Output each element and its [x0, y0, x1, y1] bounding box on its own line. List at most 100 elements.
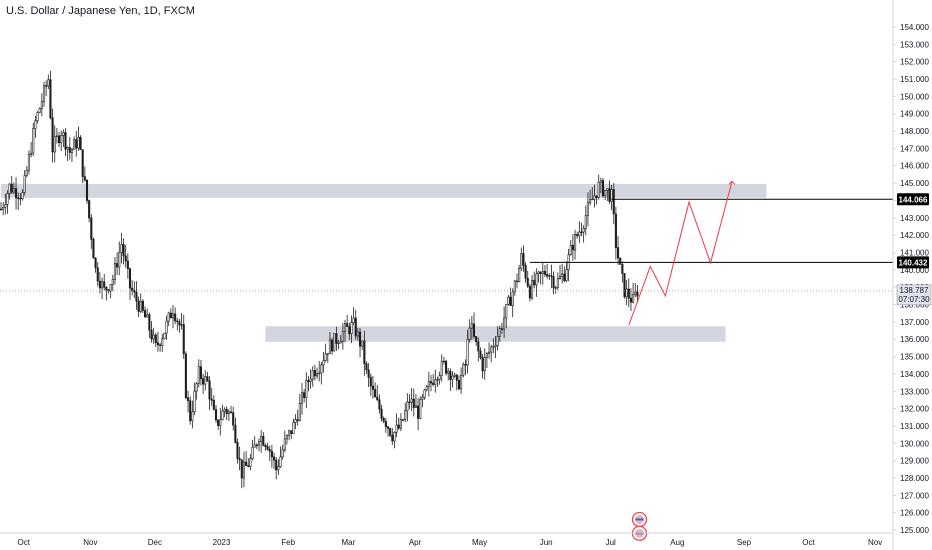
projection-path[interactable] — [628, 181, 733, 326]
projection-layer — [628, 180, 736, 326]
candle — [412, 388, 415, 417]
candle — [217, 419, 220, 430]
y-tick-label: 148.000 — [900, 127, 929, 136]
candle — [599, 177, 602, 194]
candle — [187, 390, 190, 413]
candle — [393, 431, 396, 449]
candle — [438, 371, 441, 385]
candle — [62, 129, 65, 148]
candle — [6, 190, 9, 214]
candle — [397, 417, 400, 430]
candle — [479, 347, 482, 360]
candle — [182, 314, 185, 359]
candle — [197, 359, 200, 388]
candle — [503, 306, 506, 339]
candle — [184, 351, 187, 400]
y-tick-label: 145.000 — [900, 179, 929, 188]
candle — [53, 125, 56, 163]
candle — [586, 192, 590, 227]
candle — [399, 413, 402, 432]
candle — [363, 330, 366, 376]
candle — [19, 193, 22, 206]
candle — [464, 359, 467, 375]
candle — [174, 307, 177, 325]
candle — [92, 237, 95, 259]
candle — [404, 402, 407, 423]
candle — [264, 443, 267, 451]
candle — [354, 309, 357, 340]
candle — [249, 454, 252, 471]
svg-text:138.787: 138.787 — [900, 286, 929, 295]
candle — [152, 327, 155, 344]
candle — [533, 271, 536, 289]
y-tick-label: 128.000 — [900, 474, 929, 483]
candle — [408, 393, 411, 410]
candle — [371, 375, 375, 399]
candle — [144, 306, 147, 318]
candle — [442, 356, 445, 365]
x-axis[interactable]: Oct Nov Dec 2023 Feb Mar Apr May Jun Jul Aug Sep Oct… — [18, 538, 883, 547]
us-event-badge-icon[interactable] — [631, 511, 648, 528]
candle — [318, 361, 321, 382]
x-tick-label: Oct — [18, 538, 31, 547]
x-tick-label: Aug — [670, 538, 684, 547]
candle — [230, 405, 233, 414]
candle — [322, 351, 325, 373]
candle — [475, 336, 478, 346]
candle — [148, 312, 151, 339]
candle — [434, 369, 437, 393]
y-tick-label: 152.000 — [900, 58, 929, 67]
candle — [40, 93, 43, 117]
candle — [498, 325, 501, 342]
y-tick-label: 149.000 — [900, 110, 929, 119]
candle — [232, 406, 235, 431]
candle — [240, 459, 243, 489]
candle — [36, 110, 39, 124]
candle — [255, 443, 258, 450]
candle — [165, 315, 168, 340]
candle — [313, 364, 316, 381]
candle — [85, 179, 89, 204]
candle — [12, 182, 15, 195]
candle — [146, 308, 149, 318]
candle — [120, 232, 123, 264]
candle — [530, 275, 534, 301]
candle — [378, 394, 381, 414]
y-axis[interactable]: 125.000 126.000 127.000 128.000 129.000 130.0… — [893, 23, 929, 535]
candle — [601, 177, 605, 198]
candle — [558, 264, 562, 280]
candle — [425, 384, 428, 392]
candle — [324, 343, 327, 362]
candle — [32, 122, 35, 157]
svg-text:144.066: 144.066 — [899, 195, 928, 204]
level-price-label-2: 140.432 — [897, 256, 929, 269]
candle — [247, 458, 250, 468]
y-tick-label: 142.000 — [900, 231, 929, 240]
candle — [277, 459, 280, 476]
candle — [561, 263, 564, 284]
supply-demand-zone-2[interactable] — [265, 326, 726, 342]
candle — [309, 369, 312, 389]
candle — [608, 180, 611, 204]
supply-demand-zone-1[interactable] — [1, 183, 767, 198]
candle — [462, 362, 465, 378]
candle — [526, 270, 529, 288]
y-tick-label: 150.000 — [900, 92, 929, 101]
candle — [515, 273, 519, 289]
candle — [212, 394, 215, 411]
candle — [128, 267, 132, 300]
x-tick-label: Nov — [83, 538, 97, 547]
candle — [227, 409, 230, 421]
candle — [294, 414, 297, 430]
candle — [341, 323, 344, 350]
candle — [548, 273, 551, 281]
candle — [535, 268, 538, 297]
candle — [219, 407, 222, 436]
candle — [522, 245, 525, 272]
candle — [492, 338, 495, 354]
candle — [124, 244, 127, 268]
candle — [339, 335, 342, 344]
